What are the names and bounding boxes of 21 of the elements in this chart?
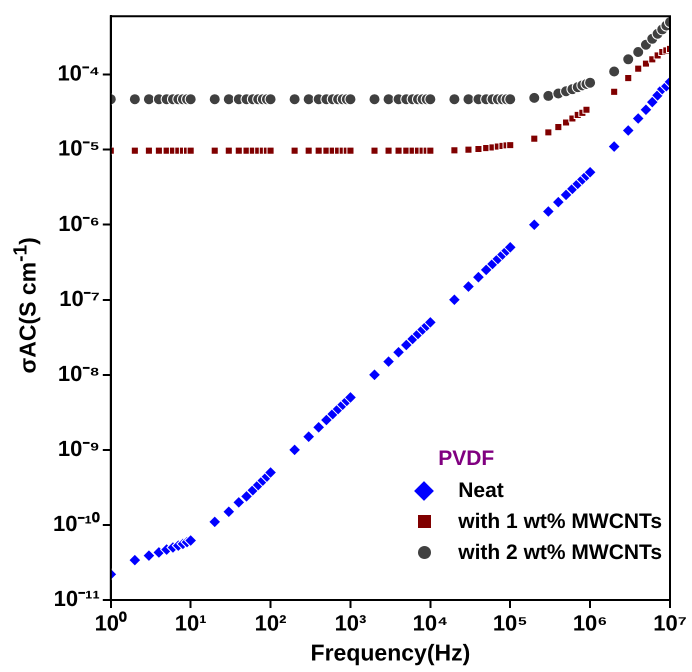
x-axis-title: Frequency(Hz) (310, 640, 470, 666)
x-tick-label: 10⁴ (412, 610, 448, 636)
y-tick-label: 10⁻⁴ (57, 60, 100, 86)
y-tick-label: 10⁻¹¹ (54, 586, 100, 612)
y-tick-label: 10⁻¹⁰ (53, 511, 100, 536)
x-tick-label: 10⁷ (653, 610, 687, 636)
legend-title: PVDF (438, 447, 496, 471)
y-tick-label: 10⁻⁶ (58, 210, 100, 236)
legend-label: with 2 wt% MWCNTs (458, 540, 662, 564)
y-tick-label: 10⁻⁵ (58, 136, 100, 161)
x-tick-label: 10¹ (174, 610, 207, 636)
legend-label: Neat (458, 478, 504, 502)
y-tick-label: 10⁻⁸ (58, 360, 100, 386)
x-tick-label: 10³ (334, 610, 366, 636)
legend-label: with 1 wt% MWCNTs (458, 510, 662, 534)
y-tick-label: 10⁻⁹ (58, 436, 100, 461)
x-tick-label: 10⁰ (94, 610, 128, 636)
x-tick-label: 10⁶ (572, 610, 608, 636)
x-tick-label: 10⁵ (492, 610, 528, 636)
y-tick-label: 10⁻⁷ (59, 286, 100, 311)
x-tick-label: 10² (254, 610, 286, 636)
